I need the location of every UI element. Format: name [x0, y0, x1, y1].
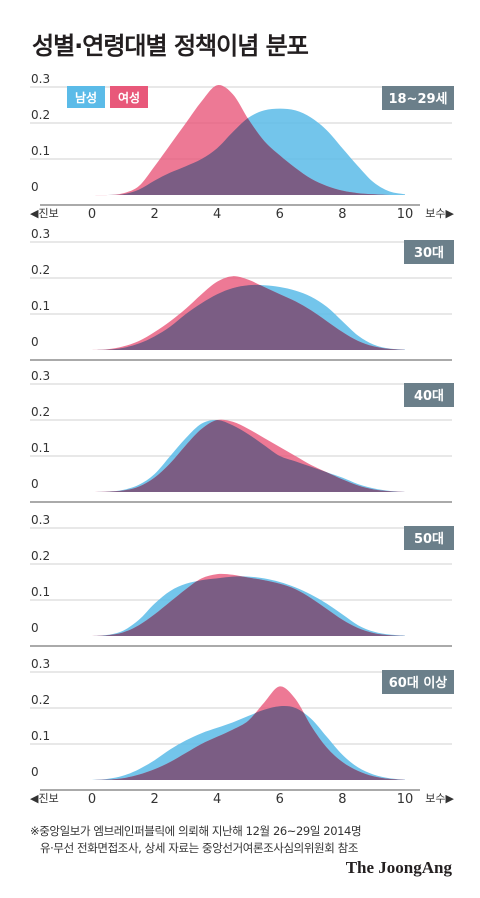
- x-tick-label: 0: [88, 792, 96, 807]
- panel-badge-label: 50대: [414, 532, 444, 547]
- panel-badge: [404, 240, 454, 264]
- y-tick-label: 0.1: [31, 299, 50, 313]
- publisher-logo: The JoongAng: [345, 858, 452, 877]
- legend-swatch-male: [67, 86, 105, 108]
- panel-badge: [382, 670, 454, 694]
- chart-title: 성별·연령대별 정책이념 분포: [32, 32, 309, 60]
- series-overlap-area: [92, 706, 405, 780]
- panel-badge-label: 40대: [414, 389, 444, 404]
- y-tick-label: 0.1: [31, 585, 50, 599]
- x-tick-label: 8: [338, 792, 346, 807]
- panel-badge-label: 18~29세: [388, 92, 447, 107]
- panel-badge-label: 60대 이상: [389, 675, 448, 691]
- x-tick-label: 6: [276, 792, 284, 807]
- series-overlap-area: [92, 576, 405, 636]
- y-tick-label: 0.2: [31, 263, 50, 277]
- x-axis-right-label: 보수▶: [425, 792, 454, 805]
- y-tick-label: 0.3: [31, 657, 50, 671]
- footnote-line-1: ※중앙일보가 엠브레인퍼블릭에 의뢰해 지난해 12월 26~29일 2014명: [30, 824, 362, 838]
- y-tick-label: 0.2: [31, 108, 50, 122]
- y-tick-label: 0.2: [31, 549, 50, 563]
- panel-badge: [404, 383, 454, 407]
- panel-1: 0 0.1 0.2 0.3 0 2 4 6 8 10 ◀진보 보수▶ 18~29세 남성 여성: [30, 72, 455, 222]
- y-tick-label: 0: [31, 621, 39, 635]
- x-tick-label: 10: [397, 792, 414, 807]
- panel-4: 0 0.1 0.2 0.3 50대: [30, 513, 454, 647]
- y-tick-label: 0.3: [31, 369, 50, 383]
- x-tick-label: 8: [338, 207, 346, 222]
- y-tick-label: 0.2: [31, 405, 50, 419]
- panel-3: 0 0.1 0.2 0.3 40대: [30, 369, 454, 503]
- x-tick-label: 4: [213, 792, 221, 807]
- footnote-line-2: 유·무선 전화면접조사, 상세 자료는 중앙선거여론조사심의위원회 참조: [40, 841, 359, 855]
- x-tick-label: 6: [276, 207, 284, 222]
- y-tick-label: 0.3: [31, 72, 50, 86]
- y-tick-label: 0.1: [31, 144, 50, 158]
- legend-label-female: 여성: [118, 90, 140, 105]
- x-axis-left-label: ◀진보: [30, 207, 59, 220]
- y-tick-label: 0: [31, 765, 39, 779]
- y-tick-label: 0: [31, 180, 39, 194]
- y-tick-label: 0.3: [31, 227, 50, 241]
- panel-badge-label: 30대: [414, 246, 444, 261]
- series-overlap-area: [92, 284, 405, 350]
- panel-badge: [382, 86, 454, 110]
- footnote: ※중앙일보가 엠브레인퍼블릭에 의뢰해 지난해 12월 26~29일 2014명…: [30, 823, 362, 857]
- y-tick-label: 0.1: [31, 441, 50, 455]
- legend-label-male: 남성: [75, 90, 97, 105]
- legend-swatch-female: [110, 86, 148, 108]
- y-tick-label: 0.3: [31, 513, 50, 527]
- panel-5: 0 0.1 0.2 0.3 0 2 4 6 8 10 ◀진보 보수▶ 60대 이상: [30, 657, 455, 807]
- series-overlap-area: [92, 419, 405, 492]
- x-tick-label: 4: [213, 207, 221, 222]
- x-axis-right-label: 보수▶: [425, 207, 454, 220]
- y-tick-label: 0: [31, 335, 39, 349]
- y-tick-label: 0.1: [31, 729, 50, 743]
- x-tick-label: 10: [397, 207, 414, 222]
- panel-badge: [404, 526, 454, 550]
- panel-2: 0 0.1 0.2 0.3 30대: [30, 227, 454, 361]
- y-tick-label: 0.2: [31, 693, 50, 707]
- x-tick-label: 2: [150, 207, 158, 222]
- x-axis-left-label: ◀진보: [30, 792, 59, 805]
- x-tick-label: 2: [150, 792, 158, 807]
- y-tick-label: 0: [31, 477, 39, 491]
- x-tick-label: 0: [88, 207, 96, 222]
